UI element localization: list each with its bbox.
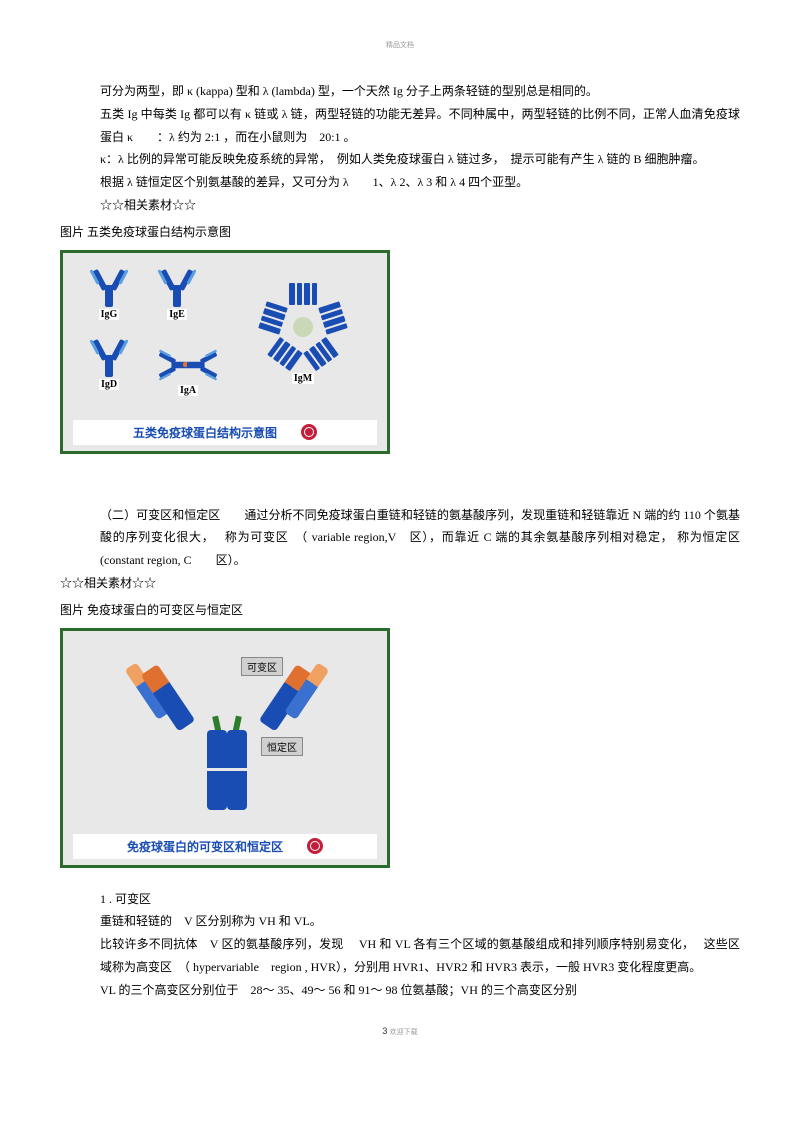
- igm-label: IgM: [292, 373, 314, 384]
- ig-iga: IgA: [153, 347, 223, 396]
- page-content: 精品文档 可分为两型，即 κ (kappa) 型和 λ (lambda) 型，一…: [0, 0, 800, 1067]
- figure-2-caption: 免疫球蛋白的可变区和恒定区: [127, 838, 283, 855]
- figure-1-body: IgG IgE: [73, 263, 377, 420]
- igg-shape: [91, 267, 127, 307]
- iga-label: IgA: [178, 385, 198, 396]
- paragraph-4: 根据 λ 链恒定区个别氨基酸的差异，又可分为 λ 1、λ 2、λ 3 和 λ 4…: [60, 171, 740, 194]
- ig-igd: IgD: [91, 337, 127, 390]
- igd-label: IgD: [99, 379, 119, 390]
- figure2-label: 图片 免疫球蛋白的可变区与恒定区: [60, 599, 740, 622]
- paragraph-1: 可分为两型，即 κ (kappa) 型和 λ (lambda) 型，一个天然 I…: [60, 80, 740, 103]
- figure-2-body: 可变区 恒定区: [73, 641, 377, 834]
- stars-1: ☆☆相关素材☆☆: [60, 194, 740, 217]
- footer-download: 欢迎下载: [390, 1028, 418, 1036]
- page-number: 3: [382, 1026, 387, 1036]
- paragraph-7: 重链和轻链的 V 区分别称为 VH 和 VL。: [60, 910, 740, 933]
- logo-icon: [307, 838, 323, 854]
- igd-shape: [91, 337, 127, 377]
- paragraph-5: （二）可变区和恒定区 通过分析不同免疫球蛋白重链和轻链的氨基酸序列，发现重链和轻…: [60, 504, 740, 572]
- ig-igm: IgM: [263, 287, 343, 384]
- header-watermark: 精品文档: [60, 40, 740, 50]
- figure-2-box: 可变区 恒定区 免疫球蛋白的可变区和恒定区: [60, 628, 390, 868]
- figure-1-box: IgG IgE: [60, 250, 390, 454]
- figure-1-caption: 五类免疫球蛋白结构示意图: [133, 424, 277, 441]
- ige-shape: [159, 267, 195, 307]
- igg-label: IgG: [99, 309, 120, 320]
- page-footer: 3 欢迎下载: [60, 1026, 740, 1037]
- figure-2-caption-bar: 免疫球蛋白的可变区和恒定区: [73, 834, 377, 859]
- paragraph-8: 比较许多不同抗体 V 区的氨基酸序列，发现 VH 和 VL 各有三个区域的氨基酸…: [60, 933, 740, 979]
- variable-region-label: 可变区: [241, 657, 283, 676]
- figure-1-caption-bar: 五类免疫球蛋白结构示意图: [73, 420, 377, 445]
- figure1-label: 图片 五类免疫球蛋白结构示意图: [60, 221, 740, 244]
- logo-icon: [301, 424, 317, 440]
- ige-label: IgE: [167, 309, 187, 320]
- paragraph-3: κ：λ 比例的异常可能反映免疫系统的异常， 例如人类免疫球蛋白 λ 链过多， 提…: [60, 148, 740, 171]
- ig-igg: IgG: [91, 267, 127, 320]
- paragraph-2: 五类 Ig 中每类 Ig 都可以有 κ 链或 λ 链，两型轻链的功能无差异。不同…: [60, 103, 740, 149]
- stars-2: ☆☆相关素材☆☆: [60, 572, 740, 595]
- paragraph-6: 1 . 可变区: [60, 888, 740, 911]
- iga-shape: [153, 347, 223, 383]
- igm-shape: [263, 287, 343, 367]
- constant-region-label: 恒定区: [261, 737, 303, 756]
- paragraph-9: VL 的三个高变区分别位于 28～ 35、49～ 56 和 91～ 98 位氨基…: [60, 979, 740, 1002]
- ig-ige: IgE: [159, 267, 195, 320]
